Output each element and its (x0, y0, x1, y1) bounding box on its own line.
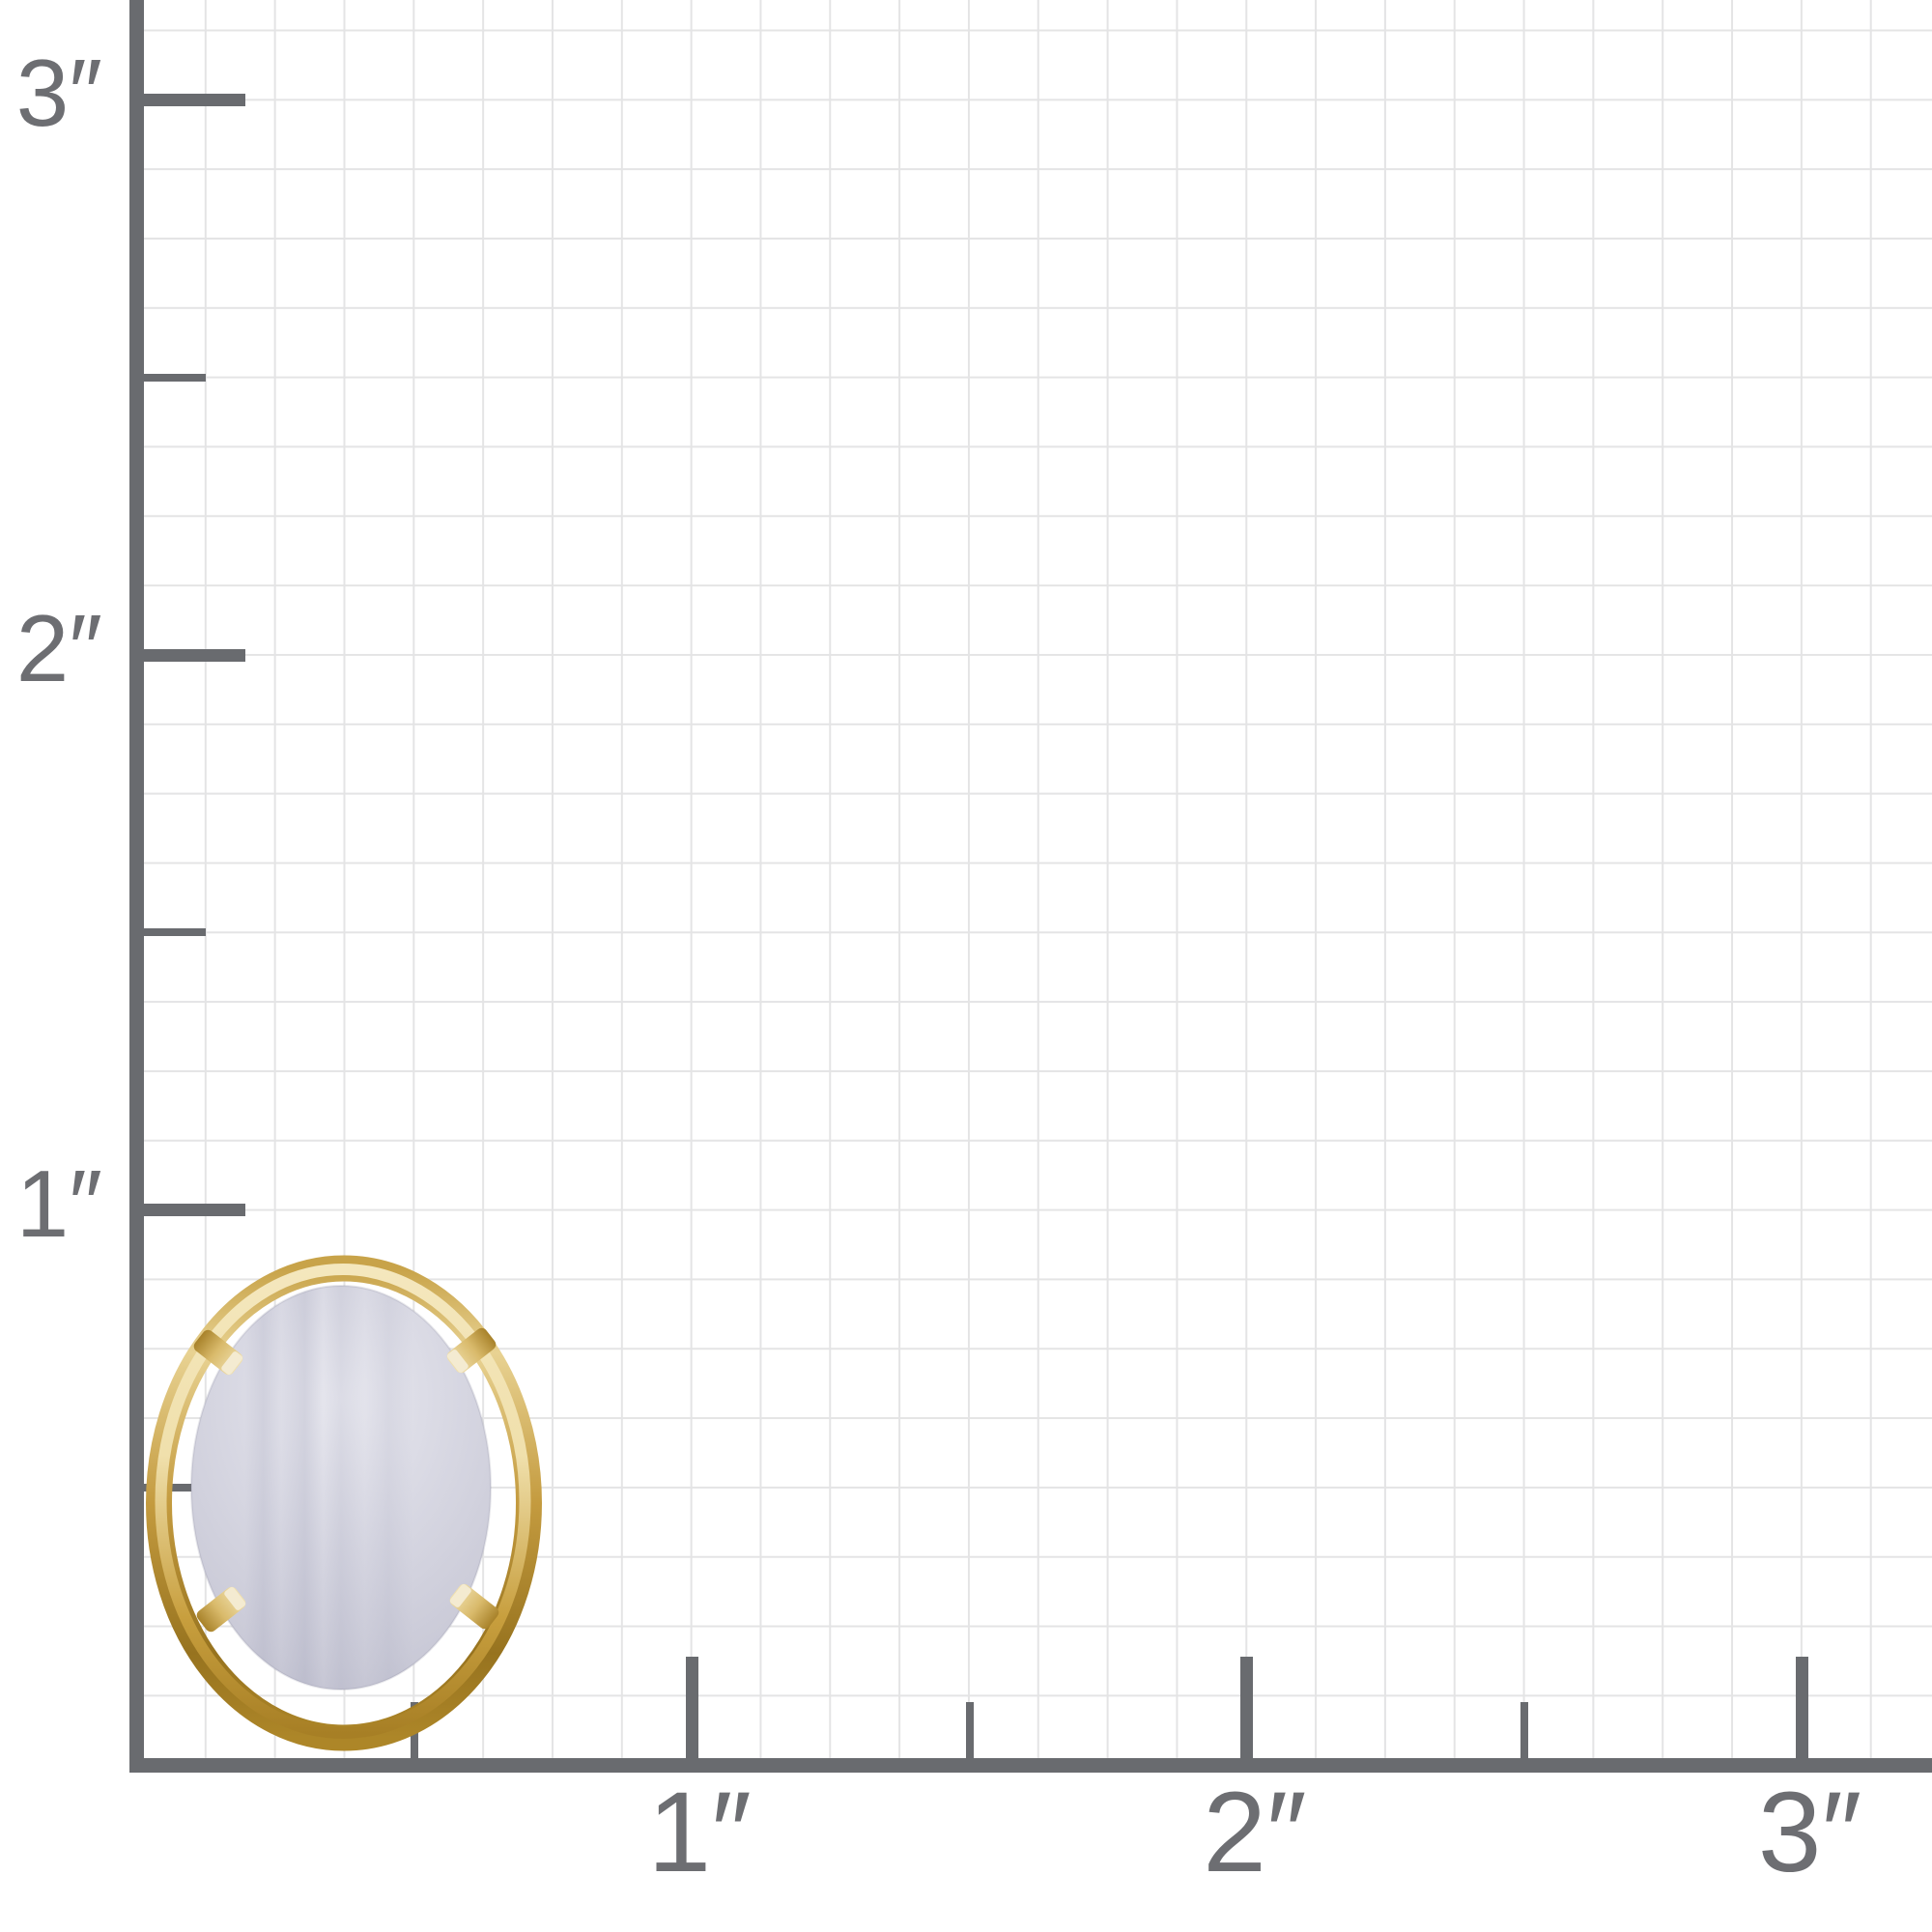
y-major-tick-3-inch (144, 93, 245, 106)
y-ruler-label-2-inch: 2″ (15, 595, 102, 702)
x-ruler-label-3-inch: 3″ (1757, 1769, 1862, 1896)
x-half-tick-0.5-inch (410, 1702, 418, 1758)
y-half-tick-2.5-inch (144, 373, 206, 382)
y-ruler-label-1-inch: 1″ (15, 1150, 102, 1257)
y-ruler-label-3-inch: 3″ (15, 40, 102, 147)
horizontal-ruler-axis (129, 1758, 1932, 1773)
x-major-tick-1-inch (685, 1657, 698, 1758)
y-major-tick-2-inch (144, 648, 245, 662)
y-half-tick-0.5-inch (144, 1484, 206, 1492)
x-major-tick-3-inch (1796, 1657, 1809, 1758)
x-half-tick-2.5-inch (1520, 1702, 1529, 1758)
x-major-tick-2-inch (1240, 1657, 1254, 1758)
x-half-tick-1.5-inch (965, 1702, 974, 1758)
x-ruler-label-2-inch: 2″ (1203, 1769, 1307, 1896)
x-ruler-label-1-inch: 1″ (647, 1769, 752, 1896)
grid-paper (135, 0, 1932, 1766)
y-major-tick-1-inch (144, 1204, 245, 1217)
y-half-tick-1.5-inch (144, 928, 206, 937)
vertical-ruler-axis (129, 0, 144, 1773)
